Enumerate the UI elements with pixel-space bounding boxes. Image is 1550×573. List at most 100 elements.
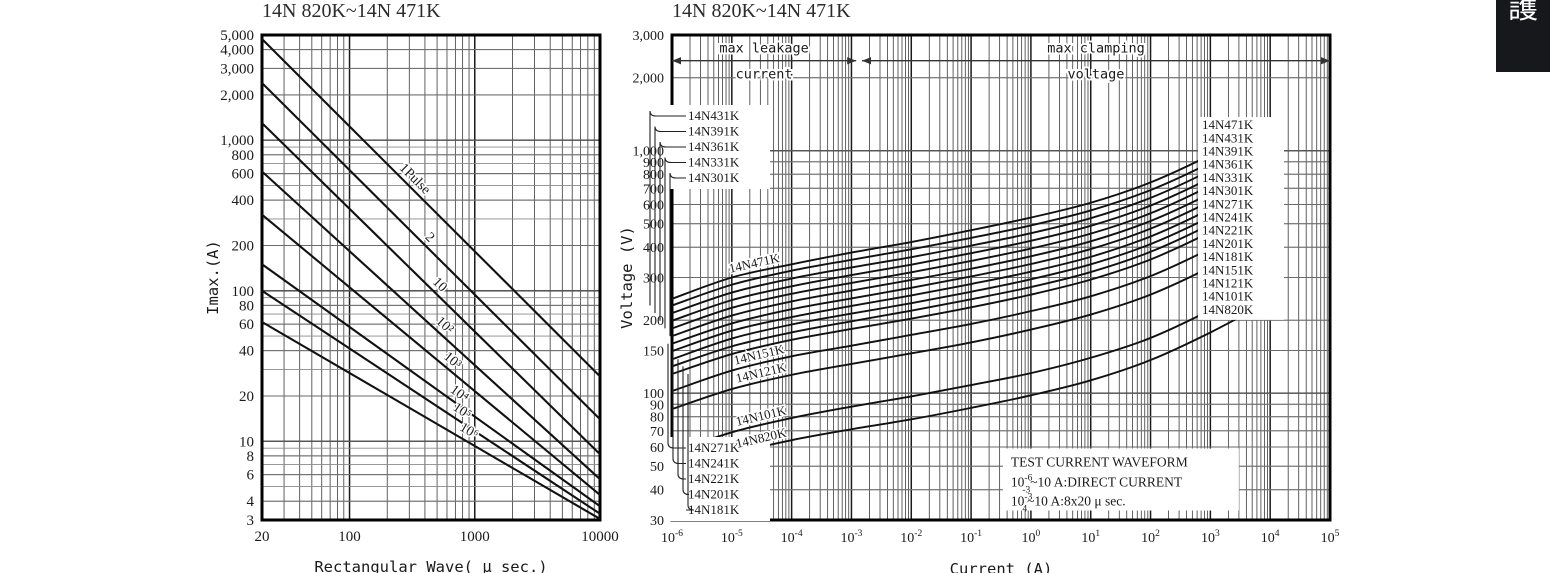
svg-text:1000: 1000 bbox=[460, 529, 490, 545]
series-curve-14N331K bbox=[671, 152, 1271, 330]
test-current-waveform-note: TEST CURRENT WAVEFORM 10-6 -3~10 A:DIRECT … bbox=[1002, 448, 1239, 515]
right-label-14N101K: 14N101K bbox=[1202, 289, 1254, 304]
left-label-14N331K: 14N331K bbox=[688, 155, 740, 170]
svg-text:900: 900 bbox=[643, 156, 664, 171]
series-line-10^3 bbox=[261, 213, 601, 496]
left-label-14N201K: 14N201K bbox=[688, 487, 740, 502]
y-axis-label: Voltage (V) bbox=[618, 226, 636, 329]
right-label-14N391K: 14N391K bbox=[1202, 143, 1254, 158]
right-label-14N221K: 14N221K bbox=[1202, 223, 1254, 238]
range-annotations: max leakage current max clamping voltage bbox=[672, 39, 1330, 85]
left-label-14N391K: 14N391K bbox=[688, 124, 740, 139]
annotation-arrowhead-max-leakage-current bbox=[672, 57, 681, 65]
svg-text:100: 100 bbox=[1022, 529, 1041, 546]
leader-line-14N331K bbox=[664, 157, 686, 329]
series-line-10^2 bbox=[261, 170, 601, 480]
right-label-14N820K: 14N820K bbox=[1202, 302, 1254, 317]
series-line-10^5 bbox=[261, 289, 601, 515]
left-label-14N181K: 14N181K bbox=[688, 502, 740, 517]
annotation-arrowhead-max-clamping-voltage bbox=[861, 57, 871, 65]
svg-text:1,000: 1,000 bbox=[220, 133, 254, 149]
svg-text:800: 800 bbox=[643, 168, 664, 183]
right-label-14N151K: 14N151K bbox=[1202, 262, 1254, 277]
right-label-14N181K: 14N181K bbox=[1202, 249, 1254, 264]
series-lines bbox=[261, 38, 601, 520]
svg-text:4: 4 bbox=[247, 494, 255, 510]
section-tab: 護 bbox=[1496, 0, 1550, 72]
series-curve-14N201K bbox=[671, 191, 1271, 368]
series-curve-14N471K bbox=[671, 122, 1271, 300]
chart-voltage-vs-current: 14N 820K~14N 471K 3,000 2,000 1,000 900 800 7… bbox=[610, 0, 1550, 573]
svg-text:8: 8 bbox=[247, 449, 255, 465]
x-axis-label: Rectangular Wave( μ sec.) bbox=[314, 558, 547, 573]
series-line-10^4 bbox=[261, 263, 601, 508]
svg-text:2,000: 2,000 bbox=[220, 88, 254, 104]
right-label-14N361K: 14N361K bbox=[1202, 157, 1254, 172]
right-label-14N271K: 14N271K bbox=[1202, 196, 1254, 211]
svg-text:70: 70 bbox=[650, 425, 664, 440]
svg-text:60: 60 bbox=[239, 317, 254, 333]
left-label-14N431K: 14N431K bbox=[688, 108, 740, 123]
annotation-label-line2-max-clamping-voltage: voltage bbox=[1068, 67, 1125, 83]
right-label-14N121K: 14N121K bbox=[1202, 275, 1254, 290]
series-curve-14N221K bbox=[671, 183, 1271, 361]
note-title: TEST CURRENT WAVEFORM bbox=[1011, 455, 1188, 470]
svg-text:40: 40 bbox=[239, 344, 254, 360]
svg-text:200: 200 bbox=[643, 314, 664, 329]
right-label-14N331K: 14N331K bbox=[1202, 170, 1254, 185]
leader-line-14N361K bbox=[659, 141, 686, 321]
svg-text:400: 400 bbox=[232, 193, 255, 209]
series-curves bbox=[671, 122, 1271, 476]
leader-line-14N431K bbox=[649, 110, 686, 306]
annotation-arrowhead-max-clamping-voltage bbox=[1321, 57, 1330, 65]
svg-text:20: 20 bbox=[239, 389, 254, 405]
svg-text:700: 700 bbox=[643, 182, 664, 197]
series-curve-14N271K bbox=[671, 168, 1271, 345]
svg-text:1,000: 1,000 bbox=[633, 145, 665, 160]
plot-frame bbox=[670, 33, 1332, 522]
leader-line-14N181K bbox=[686, 374, 695, 511]
svg-text:400: 400 bbox=[643, 241, 664, 256]
chart-imax-vs-rectangular-wave: 14N 820K~14N 471K 5,000 4,000 3,000 2,000 1,… bbox=[0, 0, 640, 573]
svg-text:80: 80 bbox=[650, 411, 664, 426]
series-curve-14N101K bbox=[671, 277, 1271, 454]
series-line-2 bbox=[261, 82, 601, 421]
series-curve-14N820K bbox=[671, 299, 1271, 476]
svg-text:100: 100 bbox=[232, 284, 255, 300]
note-backdrop bbox=[1002, 448, 1239, 511]
svg-text:80: 80 bbox=[239, 298, 254, 314]
plot-frame bbox=[260, 33, 602, 522]
svg-text:102: 102 bbox=[1141, 529, 1160, 546]
svg-text:10000: 10000 bbox=[581, 529, 619, 545]
series-curve-14N121K bbox=[671, 233, 1271, 410]
annotation-label-line1-max-clamping-voltage: max clamping bbox=[1047, 41, 1145, 57]
svg-text:3,000: 3,000 bbox=[220, 61, 254, 77]
svg-text:600: 600 bbox=[643, 199, 664, 214]
svg-text:10-5: 10-5 bbox=[721, 529, 743, 546]
svg-text:100: 100 bbox=[338, 529, 361, 545]
svg-text:300: 300 bbox=[643, 272, 664, 287]
grid-lines bbox=[261, 34, 601, 521]
svg-text:200: 200 bbox=[232, 238, 255, 254]
chart-title-right: 14N 820K~14N 471K bbox=[672, 0, 851, 22]
left-label-14N301K: 14N301K bbox=[688, 170, 740, 185]
svg-text:5,000: 5,000 bbox=[220, 28, 254, 44]
annotation-label-line2-max-leakage-current: current bbox=[736, 67, 793, 83]
right-label-14N301K: 14N301K bbox=[1202, 183, 1254, 198]
svg-text:3: 3 bbox=[247, 513, 255, 529]
svg-text:10-4: 10-4 bbox=[781, 529, 803, 546]
svg-text:10-2: 10-2 bbox=[900, 529, 922, 546]
right-label-14N201K: 14N201K bbox=[1202, 236, 1254, 251]
right-curve-labels: 14N471K14N431K14N391K14N361K14N331K14N30… bbox=[1198, 117, 1284, 320]
annotation-label-line1-max-leakage-current: max leakage bbox=[719, 41, 808, 57]
right-label-backdrop bbox=[1198, 117, 1284, 320]
series-curve-14N431K bbox=[671, 129, 1271, 307]
series-line-1Pulse bbox=[261, 38, 601, 378]
svg-text:100: 100 bbox=[643, 387, 664, 402]
svg-text:103: 103 bbox=[1201, 529, 1220, 546]
svg-text:60: 60 bbox=[650, 441, 664, 456]
